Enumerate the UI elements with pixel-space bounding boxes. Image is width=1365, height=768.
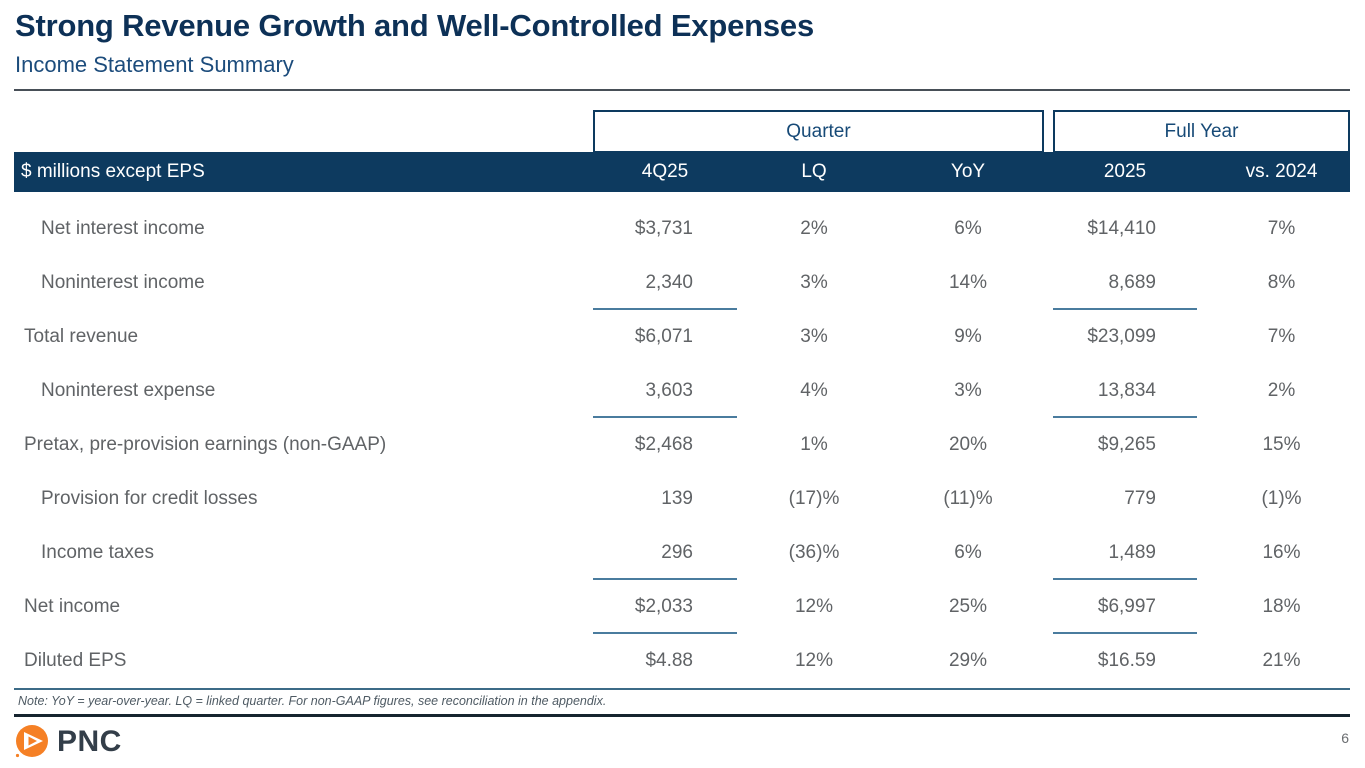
page-number: 6 <box>1341 730 1349 746</box>
table-body: Net interest income $3,731 2% 6% $14,410 7% No… <box>14 192 1350 690</box>
row-value: $3,731 <box>634 218 693 239</box>
row-value: $4.88 <box>645 650 693 671</box>
row-value: $16.59 <box>1097 650 1156 671</box>
row-value: 2% <box>800 218 828 239</box>
row-label: Diluted EPS <box>24 650 127 671</box>
row-value: (1)% <box>1261 488 1302 509</box>
row-label: Noninterest income <box>41 272 205 293</box>
row-label: Total revenue <box>24 326 139 347</box>
row-value: 7% <box>1267 218 1296 239</box>
row-value: 3% <box>800 272 828 293</box>
row-value: (11)% <box>943 488 993 509</box>
group-header-quarter: Quarter <box>593 110 1044 153</box>
group-header-quarter-label: Quarter <box>786 120 851 142</box>
column-gap <box>1045 202 1053 256</box>
row-value: 296 <box>593 526 737 580</box>
row-label: Income taxes <box>41 542 154 563</box>
table-row: Diluted EPS $4.88 12% 29% $16.59 21% <box>14 634 1350 688</box>
row-value: $2,468 <box>634 434 693 455</box>
column-gap <box>1045 256 1053 310</box>
row-label: Noninterest expense <box>41 380 216 401</box>
table-row: Noninterest income 2,340 3% 14% 8,689 8% <box>14 256 1350 310</box>
row-value: 3,603 <box>593 364 737 418</box>
row-value: 29% <box>948 650 988 671</box>
row-value: (17)% <box>788 488 840 509</box>
row-value: $2,033 <box>593 580 737 634</box>
pnc-logo-wordmark: PNC <box>57 725 122 758</box>
row-value: 14% <box>948 272 988 293</box>
row-value: $6,071 <box>634 326 693 347</box>
row-value: 15% <box>1262 434 1301 455</box>
column-gap <box>1045 634 1053 688</box>
group-header-full-year: Full Year <box>1053 110 1350 153</box>
row-value: 12% <box>794 596 834 617</box>
row-value: 7% <box>1267 326 1296 347</box>
column-gap <box>1045 418 1053 472</box>
row-value: 25% <box>948 596 988 617</box>
slide-title: Strong Revenue Growth and Well-Controlle… <box>15 8 814 43</box>
column-gap <box>1045 526 1053 580</box>
footer-divider <box>14 714 1350 717</box>
column-header-yoy: YoY <box>950 161 986 182</box>
pnc-logo-icon <box>15 725 48 758</box>
table-row: Income taxes 296 (36)% 6% 1,489 16% <box>14 526 1350 580</box>
header-units-label: $ millions except EPS <box>21 161 205 182</box>
title-divider <box>14 89 1350 91</box>
row-label: Pretax, pre-provision earnings (non-GAAP… <box>24 434 387 455</box>
table-row: Provision for credit losses 139 (17)% (11)%… <box>14 472 1350 526</box>
table-header-row: $ millions except EPS 4Q25 LQ YoY 2025 v… <box>14 152 1350 192</box>
row-value: 8% <box>1267 272 1296 293</box>
row-value: 9% <box>954 326 982 347</box>
row-label: Net interest income <box>41 218 205 239</box>
row-label: Provision for credit losses <box>41 488 258 509</box>
row-value: $6,997 <box>1053 580 1197 634</box>
table-row: Net interest income $3,731 2% 6% $14,410 7% <box>14 202 1350 256</box>
slide-subtitle: Income Statement Summary <box>15 52 294 77</box>
column-header-2025: 2025 <box>1103 161 1147 182</box>
row-value: 20% <box>948 434 988 455</box>
table-row: Noninterest expense 3,603 4% 3% 13,834 2% <box>14 364 1350 418</box>
column-header-lq: LQ <box>801 161 827 182</box>
column-gap <box>1045 364 1053 418</box>
column-gap <box>1045 472 1053 526</box>
row-value: $23,099 <box>1087 326 1156 347</box>
row-value: $9,265 <box>1097 434 1156 455</box>
row-value: 1% <box>800 434 828 455</box>
row-value: 4% <box>800 380 828 401</box>
row-value: 2% <box>1267 380 1296 401</box>
column-gap <box>1045 310 1053 364</box>
row-value: 3% <box>800 326 828 347</box>
row-value: 139 <box>661 488 693 509</box>
row-value: 779 <box>1124 488 1156 509</box>
row-value: 2,340 <box>593 256 737 310</box>
row-value: $14,410 <box>1087 218 1156 239</box>
row-value: 3% <box>954 380 982 401</box>
table-row: Net income $2,033 12% 25% $6,997 18% <box>14 580 1350 634</box>
group-header-full-year-label: Full Year <box>1164 120 1239 142</box>
row-label: Net income <box>24 596 121 617</box>
table-row: Pretax, pre-provision earnings (non-GAAP… <box>14 418 1350 472</box>
column-header-vs-2024: vs. 2024 <box>1245 161 1318 182</box>
row-value: 1,489 <box>1053 526 1197 580</box>
row-value: 12% <box>794 650 834 671</box>
table-row: Total revenue $6,071 3% 9% $23,099 7% <box>14 310 1350 364</box>
row-value: 6% <box>954 218 982 239</box>
column-header-4q25: 4Q25 <box>641 161 689 182</box>
row-value: 16% <box>1262 542 1301 563</box>
column-gap <box>1045 580 1053 634</box>
footnote: Note: YoY = year-over-year. LQ = linked … <box>18 694 607 708</box>
row-value: 8,689 <box>1053 256 1197 310</box>
pnc-logo: PNC <box>14 724 122 760</box>
row-value: (36)% <box>788 542 840 563</box>
row-value: 21% <box>1262 650 1301 671</box>
row-value: 13,834 <box>1053 364 1197 418</box>
row-value: 18% <box>1262 596 1301 617</box>
row-value: 6% <box>954 542 982 563</box>
